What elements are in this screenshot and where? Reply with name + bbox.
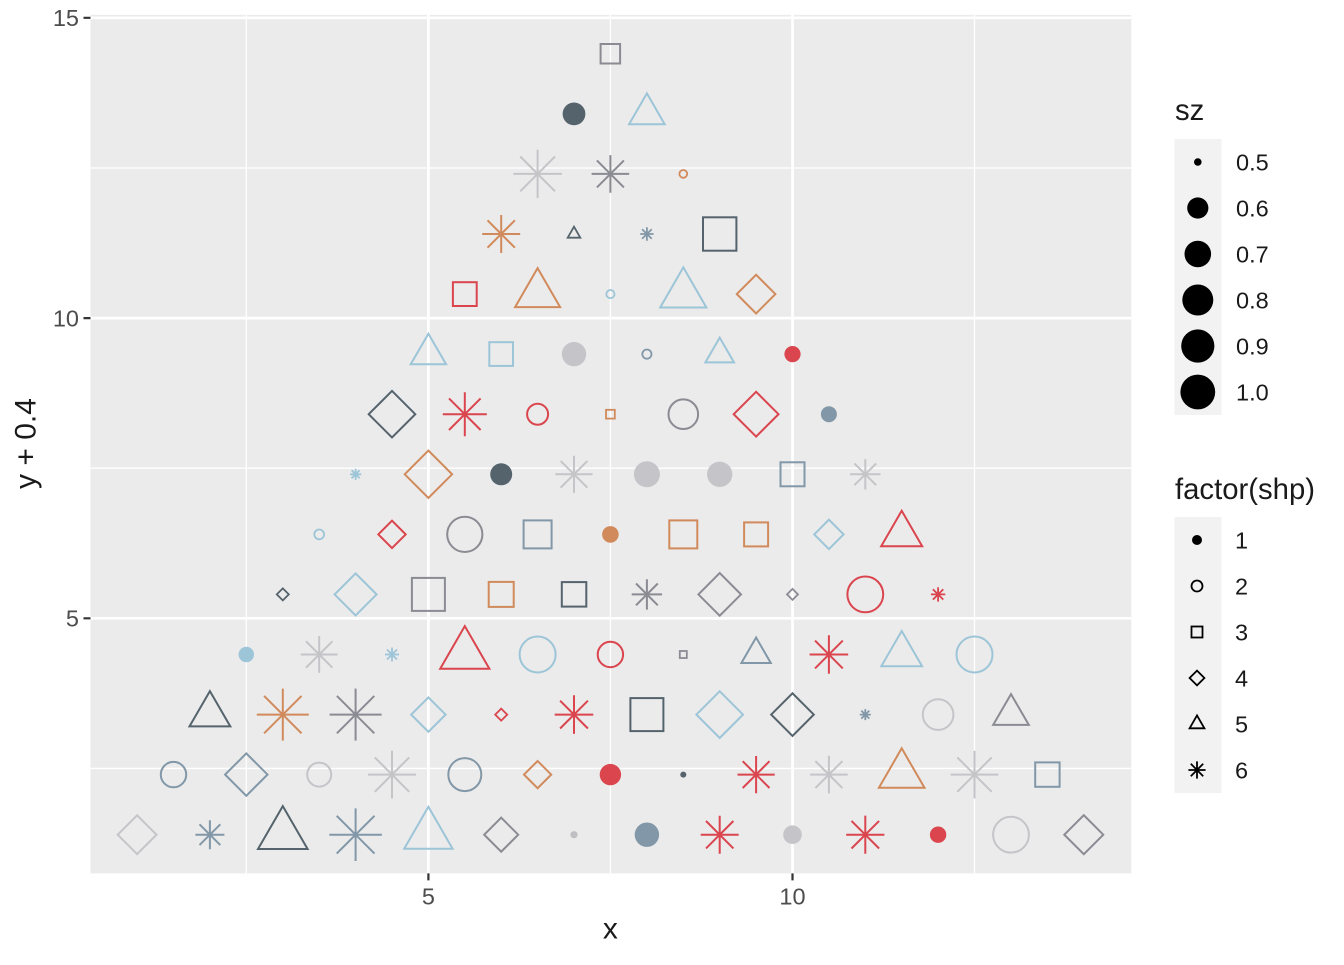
svg-text:4: 4: [1235, 665, 1248, 691]
svg-text:x: x: [603, 912, 618, 945]
svg-text:10: 10: [53, 306, 79, 332]
svg-text:0.6: 0.6: [1236, 195, 1269, 221]
svg-text:y + 0.4: y + 0.4: [10, 398, 43, 489]
svg-text:0.5: 0.5: [1236, 149, 1269, 175]
svg-text:5: 5: [1235, 711, 1248, 737]
svg-text:1.0: 1.0: [1236, 379, 1269, 405]
svg-text:2: 2: [1235, 573, 1248, 599]
svg-text:1: 1: [1235, 527, 1248, 553]
svg-text:0.9: 0.9: [1236, 333, 1269, 359]
svg-text:5: 5: [422, 883, 435, 909]
svg-text:6: 6: [1235, 757, 1248, 783]
svg-text:3: 3: [1235, 619, 1248, 645]
svg-text:10: 10: [779, 883, 805, 909]
svg-text:sz: sz: [1175, 94, 1204, 127]
svg-text:0.7: 0.7: [1236, 241, 1269, 267]
svg-text:factor(shp): factor(shp): [1175, 473, 1315, 506]
svg-text:0.8: 0.8: [1236, 287, 1269, 313]
svg-text:5: 5: [66, 606, 79, 632]
svg-text:15: 15: [53, 5, 79, 31]
